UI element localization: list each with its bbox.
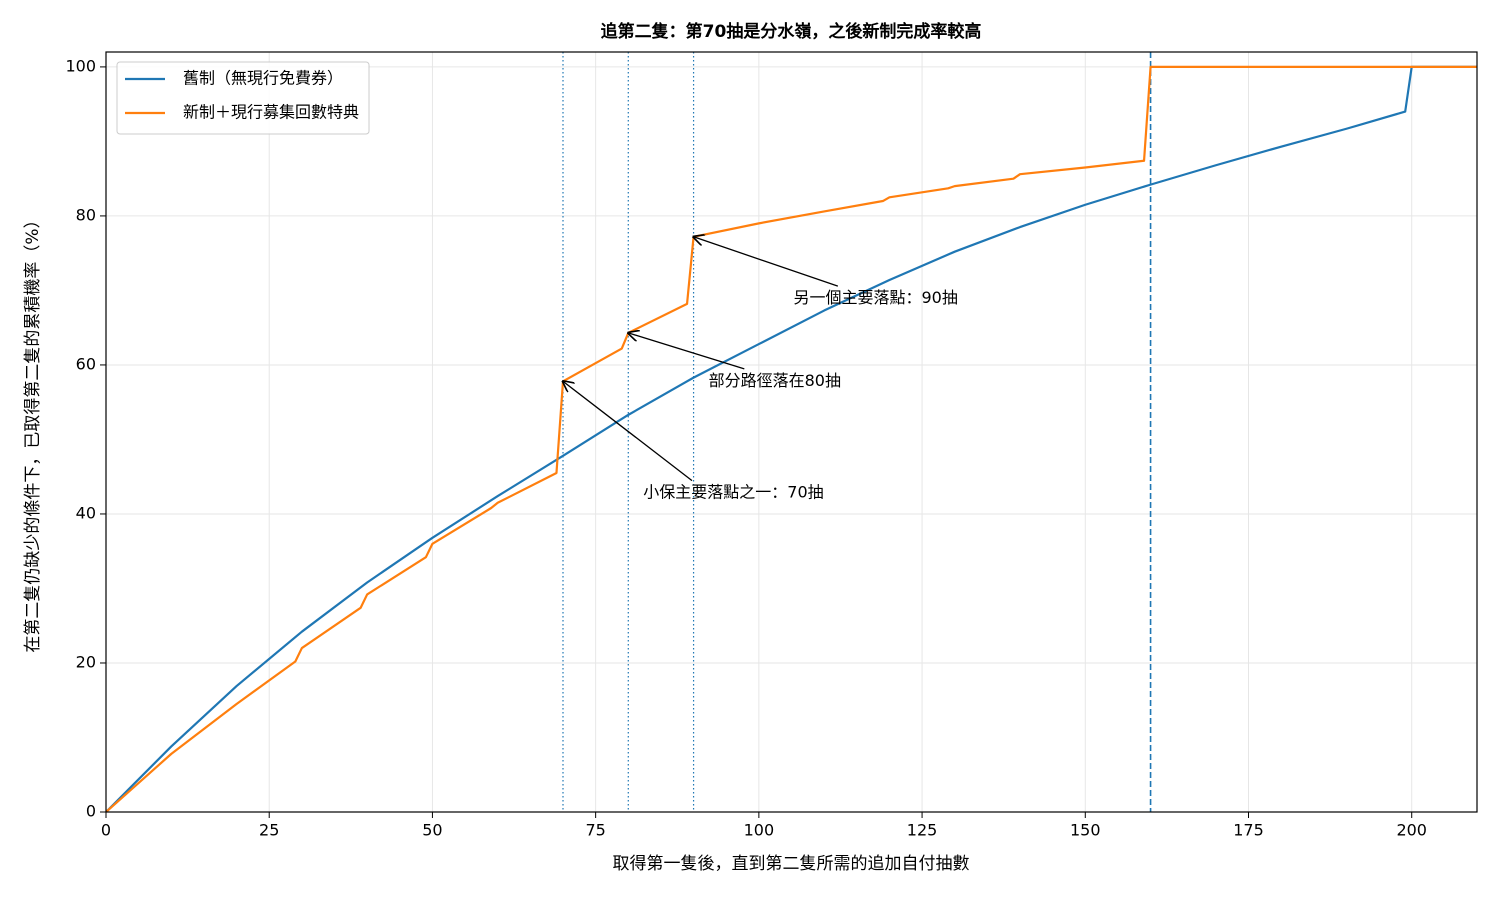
x-tick-label: 25 — [259, 821, 279, 840]
annotation-text: 另一個主要落點：90抽 — [793, 288, 957, 307]
y-tick-label: 60 — [76, 354, 96, 373]
legend-box — [116, 61, 370, 135]
x-tick-label: 100 — [744, 821, 775, 840]
y-tick-label: 0 — [86, 802, 96, 821]
plot-frame — [105, 51, 1478, 813]
x-tick-label: 75 — [585, 821, 605, 840]
legend: 舊制（無現行免費券） 新制＋現行募集回數特典 — [116, 61, 370, 135]
legend-label: 新制＋現行募集回數特典 — [183, 103, 359, 122]
annotation-text: 部分路徑落在80抽 — [709, 371, 841, 390]
x-tick-label: 175 — [1233, 821, 1264, 840]
annotation-arrow — [563, 381, 693, 482]
annotation-text: 小保主要落點之一：70抽 — [643, 483, 823, 502]
annotation-arrow — [694, 237, 839, 287]
y-tick-label: 80 — [76, 205, 96, 224]
chart-title: 追第二隻：第70抽是分水嶺，之後新制完成率較高 — [601, 21, 982, 42]
y-tick-label: 40 — [76, 503, 96, 522]
x-tick-label: 125 — [907, 821, 938, 840]
x-tick-label: 200 — [1396, 821, 1427, 840]
series-line — [106, 65, 1477, 812]
x-tick-label: 150 — [1070, 821, 1101, 840]
x-tick-label: 0 — [101, 821, 111, 840]
y-tick-label: 100 — [65, 56, 96, 75]
y-tick-label: 20 — [76, 652, 96, 671]
x-tick-label: 50 — [422, 821, 442, 840]
x-axis-label: 取得第一隻後，直到第二隻所需的追加自付抽數 — [613, 854, 970, 874]
annotation-arrow — [628, 333, 745, 370]
y-axis-label: 在第二隻仍缺少的條件下，已取得第二隻的累積機率（%） — [23, 211, 43, 652]
legend-label: 舊制（無現行免費券） — [183, 69, 343, 88]
